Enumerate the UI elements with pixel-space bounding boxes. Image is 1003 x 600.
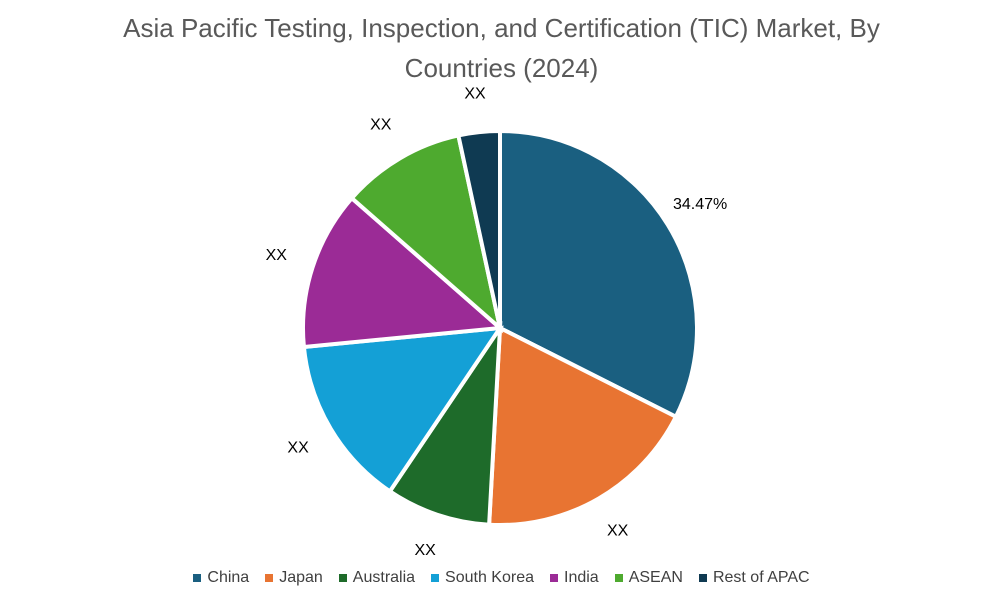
legend-item: Australia — [338, 569, 416, 587]
data-label: XX — [464, 86, 486, 103]
data-label: XX — [607, 523, 629, 540]
legend-swatch — [265, 574, 274, 582]
pie-slice — [487, 324, 679, 527]
pie-slice — [348, 133, 504, 334]
legend: China Japan Australia South Korea India ASEAN… — [0, 569, 1003, 587]
legend-swatch — [193, 574, 202, 582]
legend-item: ASEAN — [614, 569, 683, 587]
data-label: XX — [414, 542, 436, 559]
legend-swatch — [698, 574, 707, 582]
pie-slice — [498, 128, 699, 420]
pie-slice — [301, 195, 505, 350]
legend-item: China — [193, 569, 249, 587]
legend-label: Rest of APAC — [712, 569, 810, 586]
legend-item: India — [550, 569, 599, 587]
legend-swatch — [431, 574, 440, 582]
legend-swatch — [550, 574, 558, 582]
legend-label: ASEAN — [628, 569, 683, 586]
data-label: XX — [370, 117, 392, 134]
legend-swatch — [614, 574, 623, 582]
legend-swatch — [338, 574, 347, 582]
legend-label: Japan — [279, 569, 323, 586]
legend-label: Australia — [352, 569, 416, 586]
legend-label: India — [564, 569, 599, 586]
legend-item: Rest of APAC — [698, 569, 810, 587]
chart-title: Asia Pacific Testing, Inspection, and Ce… — [123, 13, 880, 83]
data-label: XX — [266, 247, 288, 264]
data-label: XX — [287, 439, 309, 456]
legend-item: South Korea — [431, 569, 534, 587]
legend-label: South Korea — [445, 569, 534, 586]
pie-slice — [387, 320, 503, 527]
pie-slice — [301, 325, 505, 495]
pie-slice — [456, 128, 502, 329]
legend-item: Japan — [265, 569, 323, 587]
legend-label: China — [207, 569, 250, 586]
data-label: 34.47% — [673, 196, 727, 213]
